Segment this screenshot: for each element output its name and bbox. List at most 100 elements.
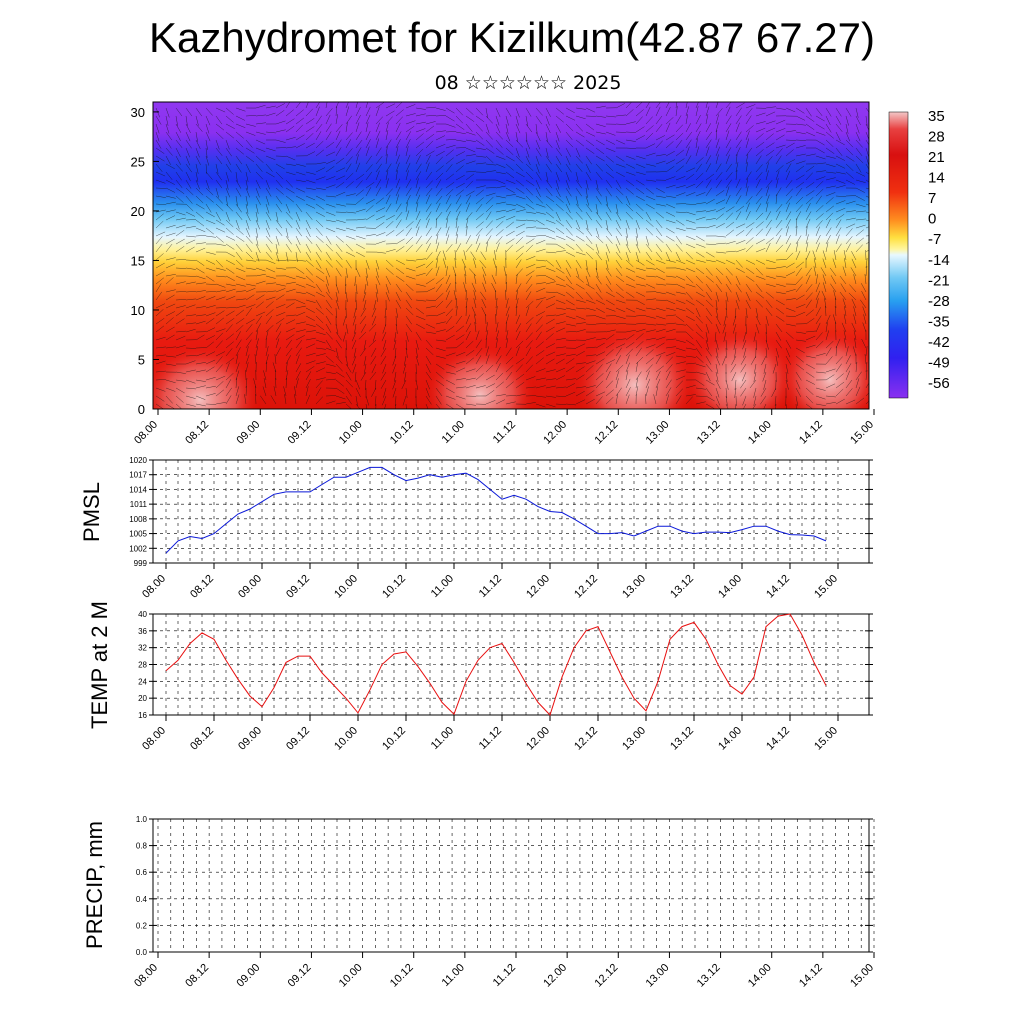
wind-barb (865, 147, 869, 158)
wind-barb (205, 283, 216, 285)
wind-barb (415, 263, 426, 269)
wind-barb (185, 211, 196, 217)
wind-barb (605, 370, 611, 381)
wind-barb (715, 379, 721, 390)
wind-barb (765, 106, 776, 109)
wind-barb (665, 176, 676, 181)
wind-barb (235, 275, 246, 281)
wind-barb (505, 115, 509, 126)
wind-barb (675, 315, 685, 323)
y-tick-label: 1011 (130, 500, 148, 509)
wind-barb (845, 200, 856, 205)
wind-barb (863, 314, 867, 325)
wind-barb (715, 339, 719, 350)
wind-barb (295, 378, 299, 389)
wind-barb (545, 107, 551, 117)
wind-barb (325, 114, 331, 125)
wind-barb (235, 107, 246, 112)
wind-barb (375, 147, 382, 157)
wind-barb (545, 267, 556, 272)
wind-barb (255, 311, 266, 317)
x-tick-label: 12.12 (572, 573, 600, 601)
wind-barb (155, 220, 164, 229)
wind-barb (535, 311, 545, 317)
wind-barb (415, 210, 421, 221)
wind-barb (655, 187, 665, 193)
wind-barb (435, 395, 442, 405)
wind-barb (685, 291, 693, 300)
wind-barb (745, 138, 750, 149)
wind-barb (415, 244, 423, 253)
wind-barb (785, 355, 792, 365)
wind-barb (475, 213, 484, 221)
wind-barb (475, 155, 486, 158)
wind-barb (525, 283, 533, 293)
wind-barb (665, 219, 676, 224)
wind-barb (695, 102, 699, 109)
wind-barb (760, 395, 767, 405)
wind-barb (495, 195, 506, 199)
wind-barb (805, 202, 811, 213)
wind-barb (335, 379, 344, 387)
wind-barb (315, 102, 320, 109)
wind-barb (715, 299, 718, 310)
wind-barb (475, 162, 486, 165)
wind-barb (385, 291, 390, 302)
wind-barb (365, 214, 375, 221)
wind-barb (785, 202, 790, 213)
wind-barb (595, 259, 598, 270)
wind-barb (862, 322, 867, 333)
wind-barb (275, 243, 279, 254)
wind-barb (835, 131, 841, 142)
wind-barb (445, 274, 451, 285)
wind-barb (255, 163, 263, 172)
x-tick-label: 12.00 (524, 725, 552, 753)
wind-barb (585, 211, 593, 221)
wind-barb (755, 267, 764, 276)
wind-barb (815, 180, 824, 189)
wind-barb (353, 347, 357, 358)
wind-barb (315, 211, 325, 217)
wind-barb (815, 403, 826, 406)
wind-barb (835, 363, 842, 373)
wind-barb (565, 315, 576, 320)
wind-barb (425, 114, 436, 117)
wind-barb (605, 179, 613, 189)
wind-barb (855, 224, 866, 229)
wind-barb (655, 378, 661, 389)
wind-barb (565, 267, 571, 277)
wind-barb (375, 259, 380, 270)
wind-barb (445, 352, 456, 357)
wind-barb (715, 108, 723, 117)
wind-barb (355, 235, 366, 240)
wind-barb (815, 282, 820, 293)
wind-barb (675, 165, 684, 173)
wind-barb (195, 320, 206, 325)
wind-barb (425, 133, 435, 141)
wind-barb (235, 187, 242, 197)
wind-barb (215, 227, 226, 233)
wind-barb (465, 107, 474, 115)
wind-barb (195, 171, 199, 182)
wind-barb (535, 179, 541, 190)
wind-barb (755, 228, 764, 237)
wind-barb (765, 347, 768, 358)
wind-barb (205, 131, 211, 142)
wind-barb (825, 330, 830, 341)
wind-barb (825, 340, 834, 349)
wind-barb (755, 196, 763, 205)
wind-barb (655, 307, 666, 312)
wind-barb (753, 331, 757, 342)
wind-barb (225, 333, 234, 341)
temp-ylabel: TEMP at 2 M (87, 601, 112, 729)
wind-barb (515, 171, 525, 178)
wind-barb (165, 387, 176, 392)
wind-barb (615, 267, 623, 277)
wind-barb (165, 201, 176, 205)
wind-barb (295, 335, 305, 341)
wind-barb (495, 229, 504, 237)
wind-barb (734, 387, 737, 398)
wind-barb (545, 131, 548, 142)
wind-barb (265, 354, 269, 365)
wind-barb (335, 371, 345, 378)
